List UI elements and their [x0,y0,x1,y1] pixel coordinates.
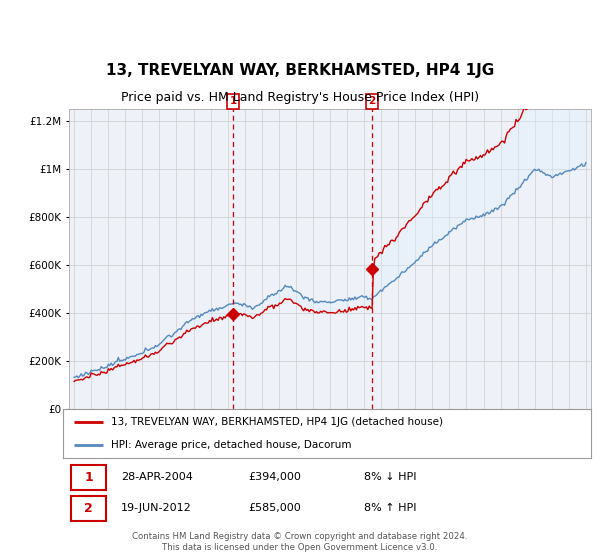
Text: £585,000: £585,000 [248,503,301,513]
Text: 13, TREVELYAN WAY, BERKHAMSTED, HP4 1JG: 13, TREVELYAN WAY, BERKHAMSTED, HP4 1JG [106,63,494,77]
FancyBboxPatch shape [71,496,106,521]
Text: 8% ↓ HPI: 8% ↓ HPI [364,473,416,482]
Text: 1: 1 [85,471,93,484]
Text: 13, TREVELYAN WAY, BERKHAMSTED, HP4 1JG (detached house): 13, TREVELYAN WAY, BERKHAMSTED, HP4 1JG … [110,417,443,427]
Text: 8% ↑ HPI: 8% ↑ HPI [364,503,416,513]
Text: 2: 2 [368,96,376,106]
Text: 19-JUN-2012: 19-JUN-2012 [121,503,192,513]
Text: Contains HM Land Registry data © Crown copyright and database right 2024.
This d: Contains HM Land Registry data © Crown c… [132,532,468,552]
Text: HPI: Average price, detached house, Dacorum: HPI: Average price, detached house, Daco… [110,440,351,450]
Text: £394,000: £394,000 [248,473,301,482]
FancyBboxPatch shape [71,465,106,489]
Text: Price paid vs. HM Land Registry's House Price Index (HPI): Price paid vs. HM Land Registry's House … [121,91,479,105]
Text: 28-APR-2004: 28-APR-2004 [121,473,193,482]
Text: 2: 2 [85,502,93,515]
Text: 1: 1 [229,96,237,106]
